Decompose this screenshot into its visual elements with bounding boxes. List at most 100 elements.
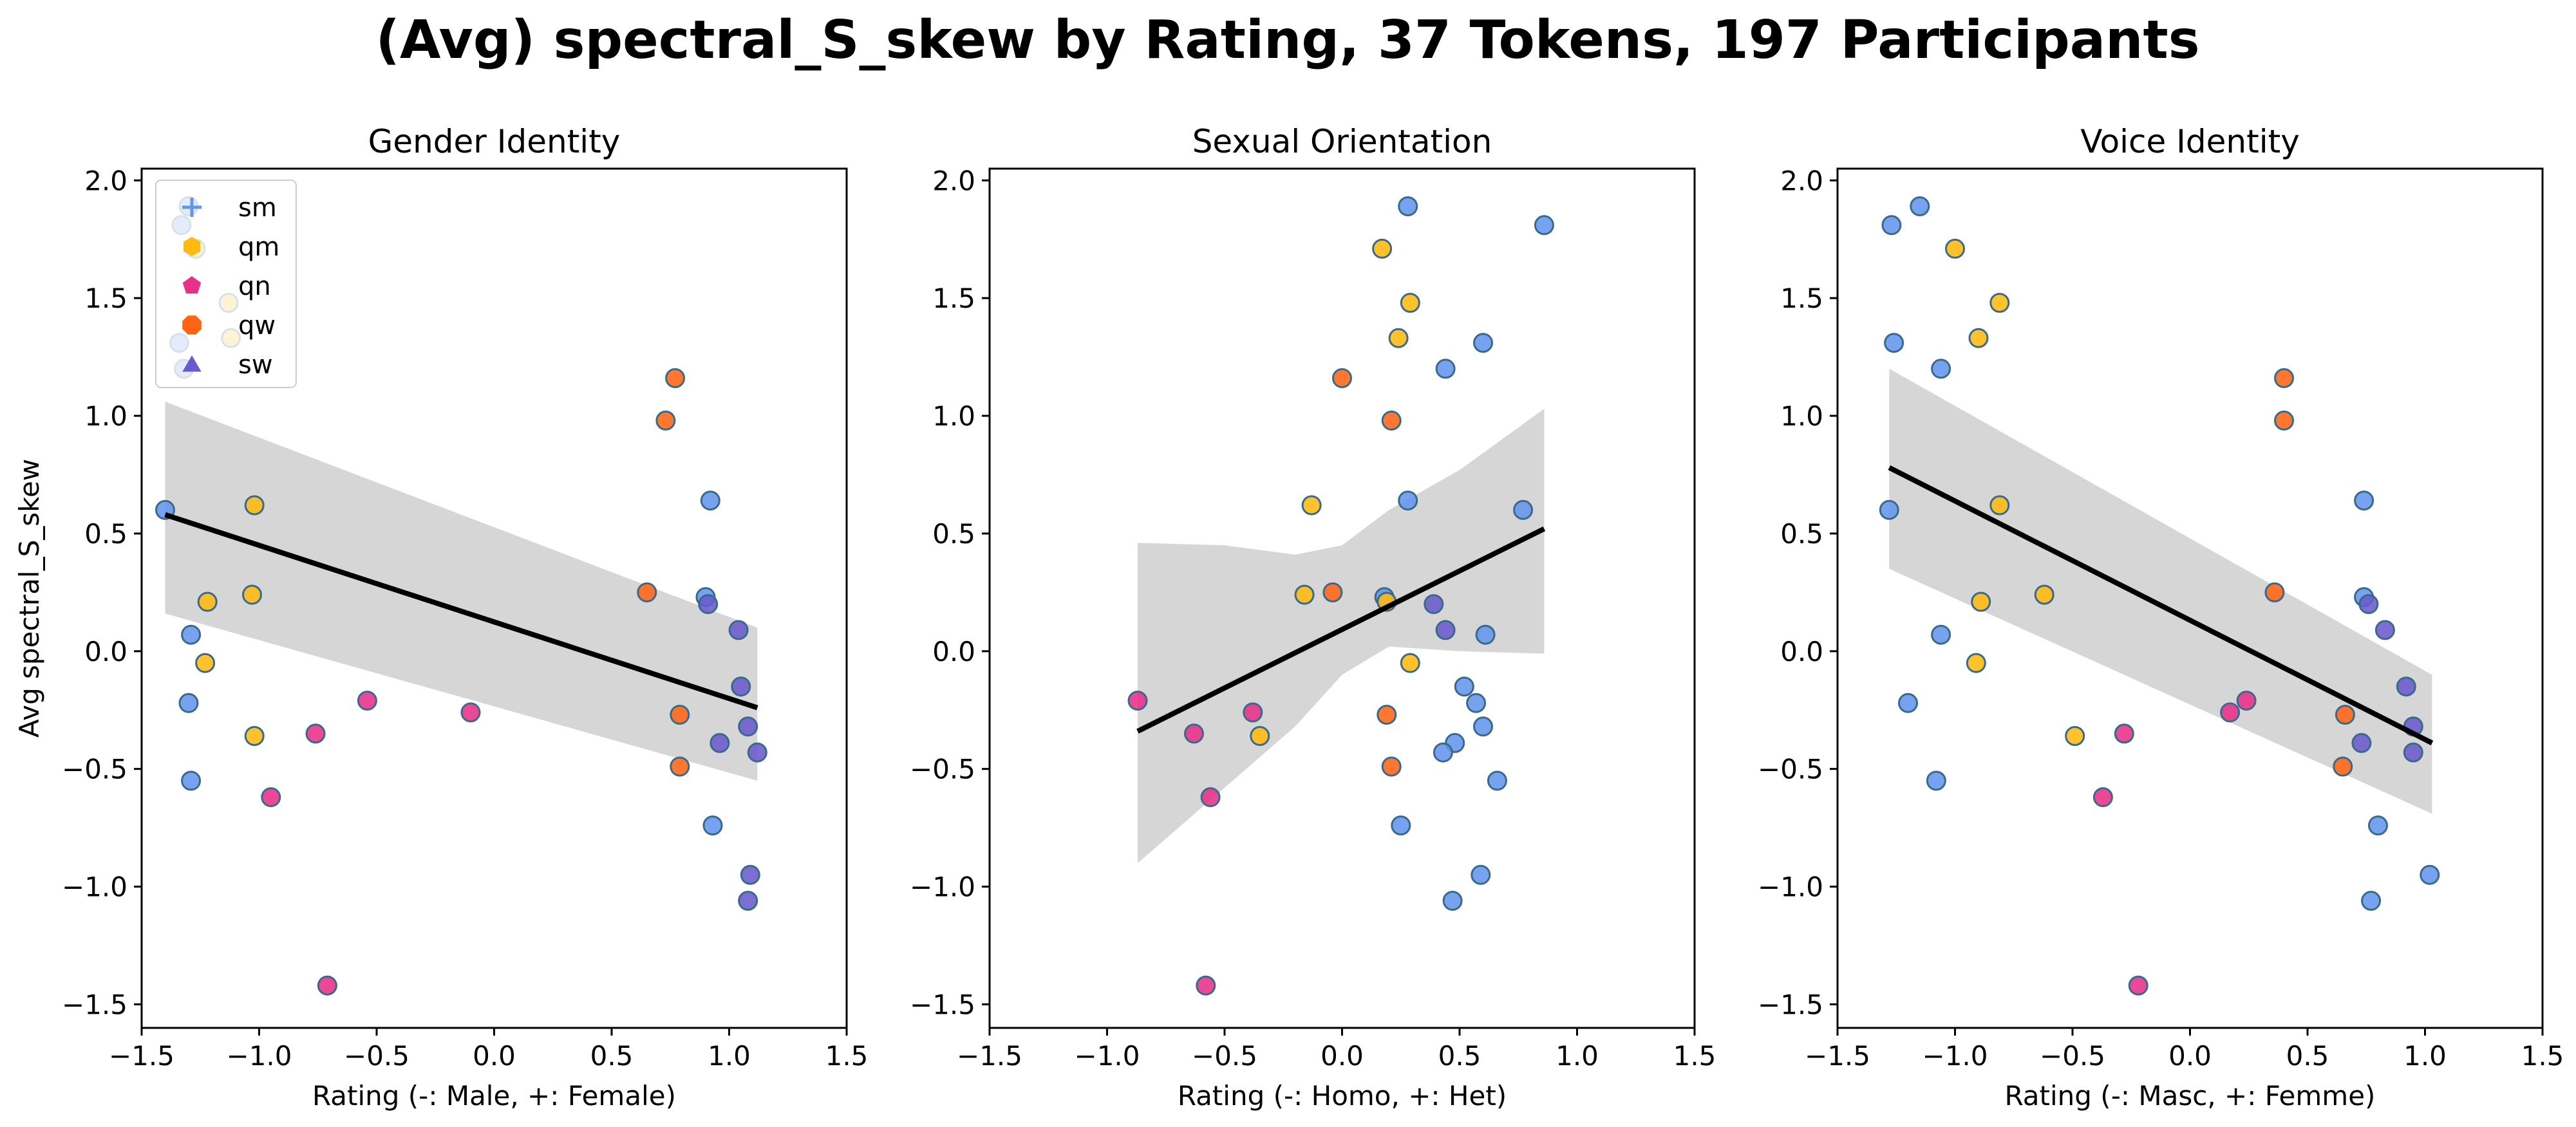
data-point-qw (665, 368, 686, 388)
data-point-qw (1322, 582, 1343, 602)
data-point-qw (1381, 756, 1402, 777)
y-tick-label: 1.0 (932, 400, 975, 432)
data-point-sm (1910, 196, 1930, 216)
data-point-qm (244, 726, 265, 746)
x-tick-label: −0.5 (344, 1040, 409, 1072)
confidence-band (1138, 409, 1545, 863)
legend-marker-sm (182, 198, 202, 217)
data-point-sw (738, 891, 758, 911)
data-point-sm (1881, 215, 1902, 236)
y-tick-label: 2.0 (84, 165, 127, 196)
data-point-sm (1435, 359, 1456, 379)
data-point-qm (1250, 726, 1270, 746)
x-axis-label: Rating (-: Masc, +: Femme) (2005, 1080, 2376, 1112)
data-point-qn (2220, 702, 2241, 723)
data-point-qm (1945, 238, 1965, 259)
panels: −1.5 −1.0 −0.5 0.0 0.5 1.0 1.5 −1.5 −1.0 −0.5 0.0 0… (14, 123, 2564, 1112)
data-point-sw (747, 742, 767, 763)
data-point-sm (181, 624, 202, 645)
data-point-qm (1989, 495, 2010, 516)
legend-marker-qw (182, 315, 202, 335)
data-point-qw (1377, 705, 1397, 725)
x-tick-label: 1.0 (1556, 1040, 1599, 1072)
x-tick-label: 0.0 (2168, 1040, 2212, 1072)
y-tick-label: 1.5 (1780, 283, 1823, 314)
data-point-qn (2092, 787, 2113, 808)
legend-marker-sw (182, 355, 202, 372)
data-point-sw (731, 676, 751, 697)
regression-line (1136, 526, 1546, 734)
data-point-qn (1184, 723, 1204, 744)
regression-line (1888, 465, 2434, 746)
data-point-sm (700, 490, 720, 511)
data-point-qn (1127, 691, 1148, 711)
x-tick-label: 0.5 (1438, 1040, 1481, 1072)
data-point-qm (244, 495, 265, 516)
data-point-qn (1196, 975, 1216, 996)
data-point-qm (195, 653, 216, 673)
data-point-qw (2333, 756, 2353, 777)
data-point-sm (1473, 716, 1493, 737)
y-axis-label: Avg spectral_S_skew (14, 459, 45, 738)
y-tick-label: 0.0 (1780, 636, 1823, 667)
data-point-sw (2396, 676, 2416, 697)
data-point-sm (2420, 864, 2440, 885)
data-point-qm (197, 591, 218, 612)
y-tick-label: −0.5 (910, 754, 975, 785)
data-point-qw (2264, 582, 2285, 602)
data-point-qn (2236, 691, 2257, 711)
legend-marker-qm (183, 237, 200, 256)
data-point-sw (1435, 620, 1456, 640)
y-tick-label: −1.0 (910, 871, 975, 903)
x-tick-label: −1.0 (227, 1040, 292, 1072)
data-point-sm (1879, 499, 1899, 520)
data-point-sm (1442, 891, 1463, 911)
data-point-sm (1433, 742, 1453, 763)
figure-title: (Avg) spectral_S_skew by Rating, 37 Toke… (375, 10, 2199, 71)
data-point-sw (2351, 732, 2372, 753)
x-tick-label: −0.5 (1192, 1040, 1257, 1072)
x-tick-label: 0.0 (1321, 1040, 1364, 1072)
data-point-sm (178, 693, 199, 713)
data-point-qm (1966, 653, 1986, 673)
data-point-sw (710, 732, 730, 753)
data-point-sm (1391, 815, 1411, 835)
x-tick-label: 0.5 (2286, 1040, 2329, 1072)
legend-marker-qn (182, 276, 202, 294)
x-tick-label: 1.0 (708, 1040, 751, 1072)
data-point-qm (1301, 495, 1322, 516)
x-tick-label: −0.5 (2040, 1040, 2105, 1072)
data-point-sm (1473, 333, 1493, 353)
data-point-sw (728, 620, 749, 640)
y-tick-label: 0.5 (1780, 518, 1823, 550)
data-point-sm (1931, 624, 1951, 645)
data-point-sm (1926, 770, 1946, 791)
x-tick-label: −1.5 (1805, 1040, 1870, 1072)
data-point-sm (1534, 215, 1554, 236)
data-point-qn (2128, 975, 2148, 996)
confidence-band (1889, 368, 2432, 814)
data-point-sm (1487, 770, 1507, 791)
data-point-qn (317, 975, 337, 996)
y-tick-label: 2.0 (932, 165, 975, 196)
data-point-qm (2034, 584, 2054, 605)
data-point-qm (1388, 328, 1409, 348)
data-point-qw (655, 410, 676, 431)
legend-label-qn: qn (238, 272, 271, 301)
data-point-sw (698, 594, 719, 615)
data-point-sm (1398, 196, 1418, 216)
legend: sm qm qn qw sw (155, 180, 297, 388)
y-tick-label: 1.5 (84, 283, 127, 314)
data-point-sw (738, 716, 758, 737)
data-point-qm (2065, 726, 2085, 746)
panel-title: Voice Identity (2080, 123, 2300, 160)
data-point-qm (1294, 584, 1315, 605)
data-point-qw (2274, 368, 2294, 388)
data-point-sm (1513, 499, 1534, 520)
x-tick-label: 0.0 (473, 1040, 516, 1072)
y-tick-label: −1.0 (1758, 871, 1823, 903)
panel-title: Gender Identity (368, 123, 621, 160)
y-tick-label: 1.0 (1780, 400, 1823, 432)
data-point-sw (1424, 594, 1444, 615)
